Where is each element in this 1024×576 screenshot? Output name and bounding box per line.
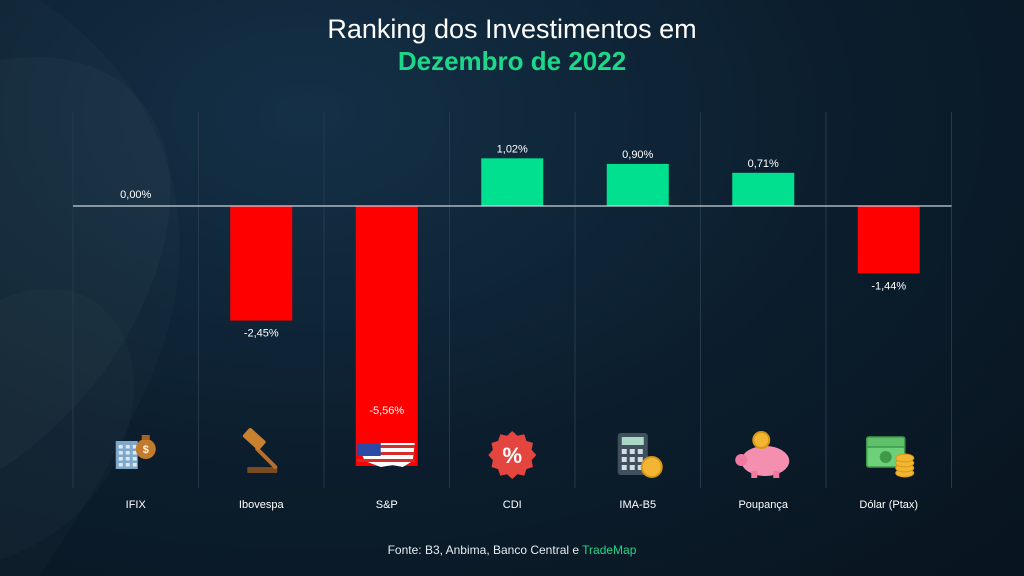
calculator-key-icon xyxy=(637,449,643,454)
bar xyxy=(857,206,920,274)
calculator-key-icon xyxy=(629,449,635,454)
bar xyxy=(732,172,795,206)
building-window-icon xyxy=(118,457,123,461)
bar xyxy=(481,158,544,206)
gavel-head-icon xyxy=(242,428,266,450)
category-label: Poupança xyxy=(738,499,788,511)
calculator-key-icon xyxy=(629,465,635,470)
money-bag-icon xyxy=(135,439,156,459)
data-label: 1,02% xyxy=(497,143,528,155)
category-label: IMA-B5 xyxy=(619,499,656,511)
percent-badge-icon xyxy=(488,431,537,479)
building-window-icon xyxy=(132,463,137,467)
data-label: -1,44% xyxy=(871,280,906,292)
building-window-icon xyxy=(125,445,130,449)
dollar-bill-seal-icon xyxy=(879,451,892,463)
category-label: Dólar (Ptax) xyxy=(859,499,918,511)
bar xyxy=(230,206,293,321)
calculator-key-icon xyxy=(637,465,643,470)
category-label: CDI xyxy=(503,499,522,511)
piggy-leg-icon xyxy=(751,471,758,478)
calculator-key-icon xyxy=(621,465,627,470)
calculator-screen-icon xyxy=(621,437,644,445)
coin-icon xyxy=(640,456,663,478)
coin-icon xyxy=(752,431,771,449)
building-window-icon xyxy=(118,445,123,449)
usa-stripe-icon xyxy=(356,445,415,448)
building-window-icon xyxy=(118,451,123,455)
building-window-icon xyxy=(125,457,130,461)
calculator-key-icon xyxy=(621,449,627,454)
source-note: Fonte: B3, Anbima, Banco Central e Trade… xyxy=(0,543,1024,557)
chart-subtitle: Dezembro de 2022 xyxy=(397,46,627,76)
usa-stripe-icon xyxy=(356,452,415,455)
calculator-key-icon xyxy=(621,457,627,462)
source-brand: TradeMap xyxy=(582,543,637,557)
data-label: 0,71% xyxy=(748,158,779,170)
coin-stack-icon xyxy=(895,453,915,463)
building-window-icon xyxy=(132,457,137,461)
dollar-sign-icon: $ xyxy=(143,444,149,456)
bar xyxy=(606,163,669,206)
building-window-icon xyxy=(125,463,130,467)
building-window-icon xyxy=(118,463,123,467)
gavel-handle-icon xyxy=(255,447,278,469)
calculator-key-icon xyxy=(629,457,635,462)
category-label: Ibovespa xyxy=(239,499,285,511)
source-prefix: Fonte: B3, Anbima, Banco Central e xyxy=(387,543,583,557)
piggy-bank-icon xyxy=(741,446,790,476)
usa-stripe-icon xyxy=(356,459,415,462)
calculator-key-icon xyxy=(637,457,643,462)
data-label: -5,56% xyxy=(369,405,404,417)
bar xyxy=(355,206,418,466)
gavel-icon xyxy=(247,467,278,473)
data-label: 0,00% xyxy=(120,189,151,201)
chart-title: Ranking dos Investimentos em xyxy=(327,14,697,44)
usa-canton-icon xyxy=(356,443,381,456)
piggy-snout-icon xyxy=(735,454,748,466)
building-window-icon xyxy=(125,451,130,455)
category-label: S&P xyxy=(376,499,398,511)
category-label: IFIX xyxy=(126,499,147,511)
data-label: -2,45% xyxy=(244,328,279,340)
building-window-icon xyxy=(132,445,137,449)
percent-sign-icon: % xyxy=(502,443,522,468)
money-bag-tie-icon xyxy=(141,435,150,440)
building-window-icon xyxy=(132,451,137,455)
data-label: 0,90% xyxy=(622,149,653,161)
piggy-leg-icon xyxy=(773,471,780,478)
